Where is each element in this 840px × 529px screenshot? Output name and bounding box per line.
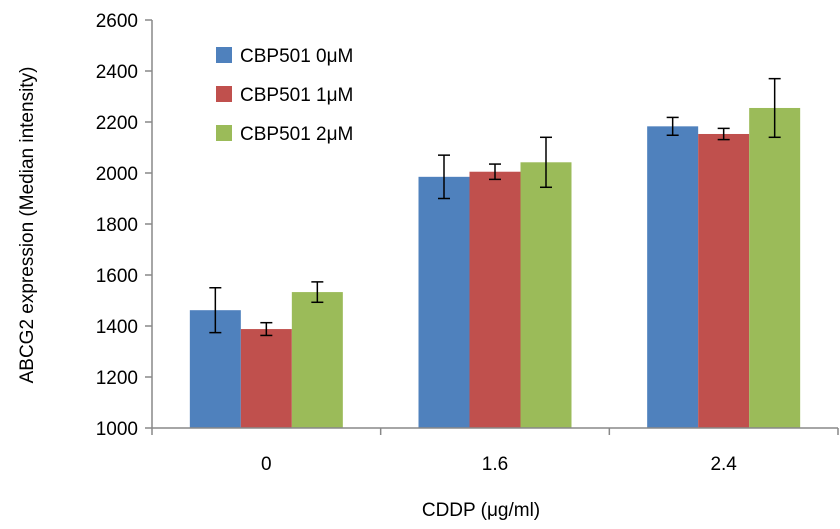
legend-label: CBP501 2μM xyxy=(240,124,353,145)
y-tick-label: 1600 xyxy=(96,266,138,287)
y-tick-label: 1400 xyxy=(96,317,138,338)
y-tick-label: 2400 xyxy=(96,62,138,83)
x-tick-label: 0 xyxy=(261,454,272,475)
error-bars-group xyxy=(209,77,781,337)
bar xyxy=(647,126,699,429)
y-tick-label: 1000 xyxy=(96,419,138,440)
y-axis-title: ABCG2 expression (Median intensity) xyxy=(17,67,38,384)
x-tick-label: 1.6 xyxy=(482,454,508,475)
y-tick-label: 1800 xyxy=(96,215,138,236)
legend-swatch xyxy=(216,86,232,102)
legend-label: CBP501 0μM xyxy=(240,46,353,67)
legend-label: CBP501 1μM xyxy=(240,85,353,106)
bar xyxy=(520,162,572,429)
legend-swatch xyxy=(216,125,232,141)
x-axis-title: CDDP (μg/ml) xyxy=(422,500,540,521)
bar xyxy=(418,176,470,428)
bar xyxy=(749,107,801,428)
bar xyxy=(291,292,343,428)
y-ticks-group: 1000 1200 1400 1600 1800 2000 2200 2400 2600 xyxy=(96,11,152,440)
x-tick-label: 2.4 xyxy=(710,454,737,475)
x-ticks-group: 0 1.6 2.4 xyxy=(151,428,839,475)
y-tick-label: 2600 xyxy=(96,11,138,32)
bar xyxy=(240,329,292,428)
y-tick-label: 1200 xyxy=(96,368,138,389)
bar xyxy=(469,171,521,428)
legend-swatch xyxy=(216,47,232,63)
y-tick-label: 2000 xyxy=(96,164,138,185)
legend: CBP501 0μM CBP501 1μM CBP501 2μM xyxy=(216,46,353,145)
bar xyxy=(698,133,750,429)
bars-group xyxy=(189,107,801,429)
y-tick-label: 2200 xyxy=(96,113,138,134)
